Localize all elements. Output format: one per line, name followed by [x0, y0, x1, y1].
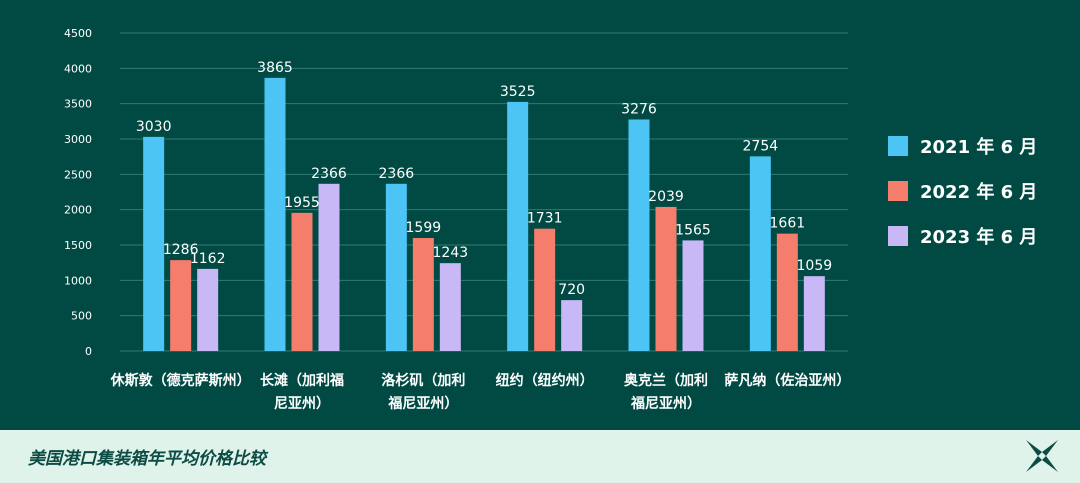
bar: [291, 212, 313, 351]
footer-title: 美国港口集装箱年平均价格比较: [28, 449, 266, 469]
footer-bar: 美国港口集装箱年平均价格比较: [0, 430, 1080, 483]
bar-chart: 0 500 1000 1500 2000 2500 3000 3500 4000 4500 3030…: [64, 27, 850, 412]
bar: [803, 276, 825, 351]
legend-item-2021: 2021 年 6 月: [888, 135, 1038, 158]
bar-value-label: 1599: [406, 220, 442, 236]
bar-value-label: 3865: [257, 60, 293, 76]
bar: [655, 206, 677, 351]
bar-value-label: 3030: [136, 119, 172, 135]
x-tick-label: 萨凡纳（佐治亚州）: [724, 372, 850, 389]
bar-value-label: 1286: [163, 242, 199, 258]
bar-value-label: 3276: [621, 101, 657, 117]
y-tick-label: 1000: [64, 274, 92, 287]
y-tick-label: 2500: [64, 168, 92, 181]
x-star-logo-icon: [1026, 440, 1058, 472]
bar-value-label: 2366: [379, 166, 415, 182]
x-tick-label: 洛杉矶（加利: [381, 372, 465, 389]
x-tick-label: 福尼亚州）: [630, 395, 701, 412]
y-tick-label: 4000: [64, 62, 92, 75]
bar: [412, 238, 434, 351]
bar: [170, 260, 192, 351]
y-tick-label: 500: [71, 310, 92, 323]
bar-value-label: 2366: [311, 166, 347, 182]
bar: [143, 136, 165, 351]
bar-value-label: 1661: [770, 216, 806, 232]
legend-swatch-2021: [888, 136, 908, 156]
legend-label-2023: 2023 年 6 月: [920, 227, 1038, 248]
legend-swatch-2022: [888, 181, 908, 201]
bar: [561, 300, 583, 351]
bar: [385, 183, 407, 351]
bar-value-label: 2754: [743, 138, 779, 154]
bar-value-label: 1162: [190, 251, 226, 267]
y-tick-label: 1500: [64, 239, 92, 252]
bar-value-label: 1565: [675, 222, 711, 238]
bar-value-label: 1955: [284, 195, 320, 211]
bar: [264, 77, 286, 351]
x-tick-label: 奥克兰（加利: [624, 372, 708, 389]
legend-label-2022: 2022 年 6 月: [920, 182, 1038, 203]
y-tick-label: 0: [85, 345, 92, 358]
y-tick-label: 3000: [64, 133, 92, 146]
bar-value-label: 1731: [527, 211, 563, 227]
chart-area: 0 500 1000 1500 2000 2500 3000 3500 4000 4500 3030…: [64, 27, 1037, 412]
y-tick-label: 3500: [64, 98, 92, 111]
legend-item-2023: 2023 年 6 月: [888, 225, 1038, 248]
bar-value-label: 1059: [797, 258, 833, 274]
legend-label-2021: 2021 年 6 月: [920, 137, 1038, 158]
x-tick-label: 纽约（纽约州）: [496, 372, 594, 389]
x-tick-label: 休斯敦（德克萨斯州）: [110, 372, 251, 389]
bar: [682, 240, 704, 351]
bar: [628, 119, 650, 351]
bar-value-label: 1243: [433, 245, 469, 261]
chart-legend: 2021 年 6 月 2022 年 6 月 2023 年 6 月: [888, 135, 1037, 270]
bar-value-label: 3525: [500, 84, 536, 100]
bar: [197, 268, 219, 351]
legend-item-2022: 2022 年 6 月: [888, 180, 1038, 203]
x-tick-label: 福尼亚州）: [387, 395, 458, 412]
bar: [318, 183, 340, 351]
y-tick-label: 2000: [64, 204, 92, 217]
bar-value-label: 2039: [648, 189, 684, 205]
y-tick-label: 4500: [64, 27, 92, 40]
x-tick-label: 尼亚州）: [274, 396, 330, 412]
legend-swatch-2023: [888, 226, 908, 246]
x-tick-label: 长滩（加利福: [260, 372, 344, 389]
bar-value-label: 720: [558, 282, 585, 298]
bar: [439, 263, 461, 351]
bar: [749, 156, 771, 351]
bar: [507, 101, 529, 352]
bar: [776, 233, 798, 351]
bar: [534, 228, 556, 351]
